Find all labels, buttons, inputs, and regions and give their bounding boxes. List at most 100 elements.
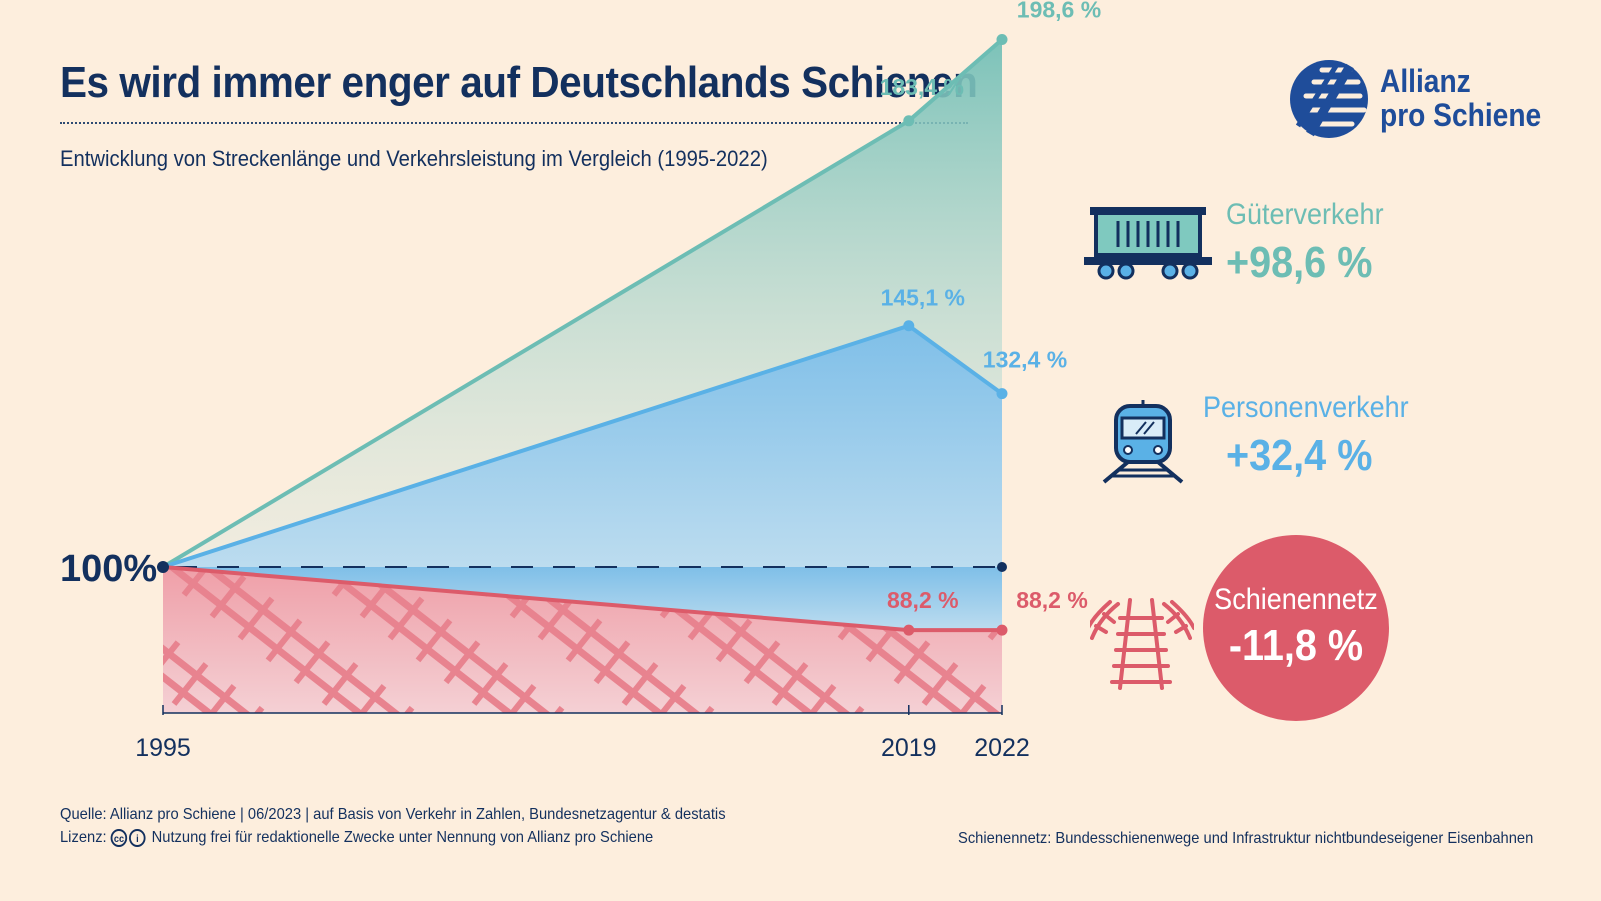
legend-freight-name: Güterverkehr xyxy=(1226,198,1384,231)
license-text: Nutzung frei für redaktionelle Zwecke un… xyxy=(151,829,654,847)
allianz-logo: Allianz pro Schiene xyxy=(1288,58,1578,148)
rail-pattern xyxy=(1506,533,1538,573)
rail-pattern xyxy=(0,642,28,682)
rail-pattern xyxy=(1580,708,1601,748)
logo-wordmark: Allianz pro Schiene xyxy=(1380,64,1541,132)
source-note: Quelle: Allianz pro Schiene | 06/2023 | … xyxy=(60,806,726,823)
baseline-endpoint xyxy=(997,562,1007,572)
rail-pattern xyxy=(1363,560,1601,825)
data-label: 198,6 % xyxy=(1017,0,1101,22)
rail-pattern xyxy=(1562,577,1594,617)
rail-pattern xyxy=(1186,751,1218,791)
rail-pattern xyxy=(178,567,524,713)
rail-pattern xyxy=(237,596,275,641)
rail-pattern xyxy=(24,664,56,704)
license-line: Lizenz: cc i Nutzung frei für redaktionel… xyxy=(60,829,653,847)
network-change-badge: Schienennetz -11,8 % xyxy=(1203,535,1389,721)
rail-pattern xyxy=(171,662,209,706)
x-tick-label: 2022 xyxy=(974,734,1030,762)
rail-pattern xyxy=(80,708,112,748)
rail-pattern xyxy=(893,640,931,685)
rail-pattern xyxy=(286,751,318,791)
rail-pattern xyxy=(471,662,509,706)
rail-pattern xyxy=(1496,642,1528,682)
rail-pattern xyxy=(1552,686,1584,726)
rail-pattern xyxy=(265,618,303,663)
rail-pattern xyxy=(1336,751,1368,791)
title-divider xyxy=(60,122,968,124)
rail-pattern xyxy=(921,662,959,706)
rail-pattern xyxy=(1458,730,1490,770)
x-tick-label: 1995 xyxy=(135,734,191,762)
rail-pattern xyxy=(499,684,537,713)
rail-pattern xyxy=(949,684,987,713)
rail-pattern xyxy=(914,773,946,813)
data-label: 88,2 % xyxy=(1016,587,1088,613)
rail-pattern xyxy=(736,751,768,791)
legend-network-value: -11,8 % xyxy=(1228,621,1364,670)
rail-pattern xyxy=(1130,708,1162,748)
rail-pattern xyxy=(415,618,453,663)
license-label: Lizenz: xyxy=(60,829,107,847)
legend-passenger-name: Personenverkehr xyxy=(1203,391,1409,424)
passenger-train-icon xyxy=(1102,400,1184,484)
rail-pattern xyxy=(715,618,753,663)
rail-pattern xyxy=(14,773,46,813)
rail-track-icon xyxy=(1090,598,1194,690)
rail-pattern xyxy=(586,751,618,791)
rail-pattern xyxy=(118,620,150,660)
x-tick-label: 2019 xyxy=(881,734,937,762)
rail-pattern xyxy=(1430,708,1462,748)
rail-pattern xyxy=(1534,555,1566,595)
rail-pattern xyxy=(6,533,38,573)
freight-wagon-icon xyxy=(1084,207,1212,280)
rail-pattern xyxy=(1056,533,1088,573)
rail-pattern xyxy=(1046,642,1078,682)
rail-pattern xyxy=(1514,773,1546,813)
data-label: 88,2 % xyxy=(887,587,959,613)
rail-pattern xyxy=(1308,730,1340,770)
rail-pattern xyxy=(1214,773,1246,813)
area-gueterverkehr xyxy=(163,39,1002,568)
rail-pattern xyxy=(163,640,181,685)
rail-pattern xyxy=(321,662,359,706)
rail-pattern xyxy=(799,684,837,713)
rail-pattern xyxy=(0,560,53,825)
rail-pattern xyxy=(328,567,674,713)
rail-pattern xyxy=(1381,546,1601,811)
rail-pattern xyxy=(1158,730,1190,770)
rail-pattern xyxy=(1513,560,1601,825)
rail-pattern xyxy=(1590,599,1601,639)
origin-point xyxy=(157,561,169,573)
rail-pattern xyxy=(199,684,237,713)
legend-passenger-value: +32,4 % xyxy=(1226,431,1373,480)
rail-pattern xyxy=(1412,577,1444,617)
baseline-label: 100% xyxy=(60,548,157,590)
rail-pattern xyxy=(408,730,440,770)
rail-pattern xyxy=(1036,751,1068,791)
rail-pattern xyxy=(743,640,781,685)
logo-line-2: pro Schiene xyxy=(1380,97,1542,133)
rail-pattern xyxy=(387,596,425,641)
legend-network-name: Schienennetz xyxy=(1214,583,1378,616)
rail-pattern xyxy=(258,730,290,770)
data-label: 183,4 % xyxy=(880,74,964,100)
data-label: 132,4 % xyxy=(983,347,1067,373)
creative-commons-icon: cc xyxy=(110,829,128,847)
logo-line-1: Allianz xyxy=(1380,63,1471,99)
rail-pattern xyxy=(1486,751,1518,791)
attribution-icon: i xyxy=(129,829,146,847)
data-label: 145,1 % xyxy=(881,285,965,311)
data-point xyxy=(996,33,1008,45)
rail-pattern xyxy=(349,684,387,713)
page-subtitle: Entwicklung von Streckenlänge und Verkeh… xyxy=(60,146,768,171)
rail-pattern xyxy=(1064,773,1096,813)
rail-pattern xyxy=(163,567,374,713)
page-title: Es wird immer enger auf Deutschlands Sch… xyxy=(60,58,978,107)
rail-pattern xyxy=(558,730,590,770)
rail-pattern xyxy=(565,618,603,663)
data-point xyxy=(996,624,1008,636)
rail-pattern xyxy=(1468,620,1500,660)
area-personenverkehr xyxy=(163,325,1002,567)
